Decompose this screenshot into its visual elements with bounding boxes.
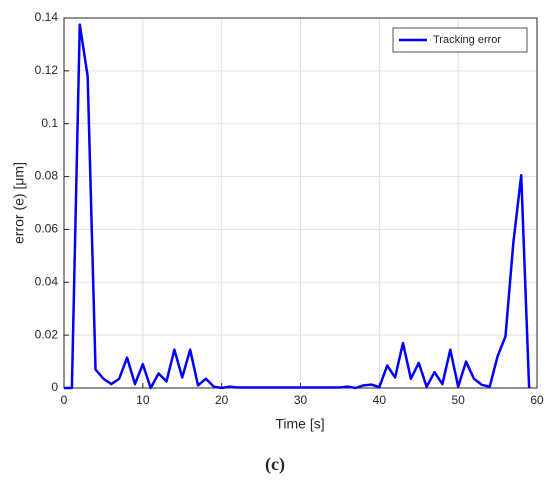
x-tick-label: 20 (215, 393, 229, 407)
x-tick-label: 0 (61, 393, 68, 407)
legend-label: Tracking error (433, 34, 501, 46)
y-axis-label: error (e) [μm] (11, 162, 27, 244)
x-tick-label: 30 (294, 393, 308, 407)
y-tick-label: 0.04 (35, 274, 59, 288)
y-tick-label: 0.08 (35, 169, 59, 183)
x-tick-label: 40 (373, 393, 387, 407)
y-tick-label: 0.1 (41, 116, 58, 130)
x-tick-label: 10 (136, 393, 150, 407)
x-tick-label: 60 (530, 393, 544, 407)
y-tick-label: 0.02 (35, 327, 59, 341)
y-tick-label: 0.14 (35, 10, 59, 24)
y-tick-label: 0.12 (35, 63, 59, 77)
data-line (64, 23, 531, 390)
x-axis-label: Time [s] (275, 416, 324, 432)
x-tick-label: 50 (451, 393, 465, 407)
y-tick-label: 0 (51, 380, 58, 394)
y-tick-label: 0.06 (35, 222, 59, 236)
caption: (c) (265, 454, 285, 475)
